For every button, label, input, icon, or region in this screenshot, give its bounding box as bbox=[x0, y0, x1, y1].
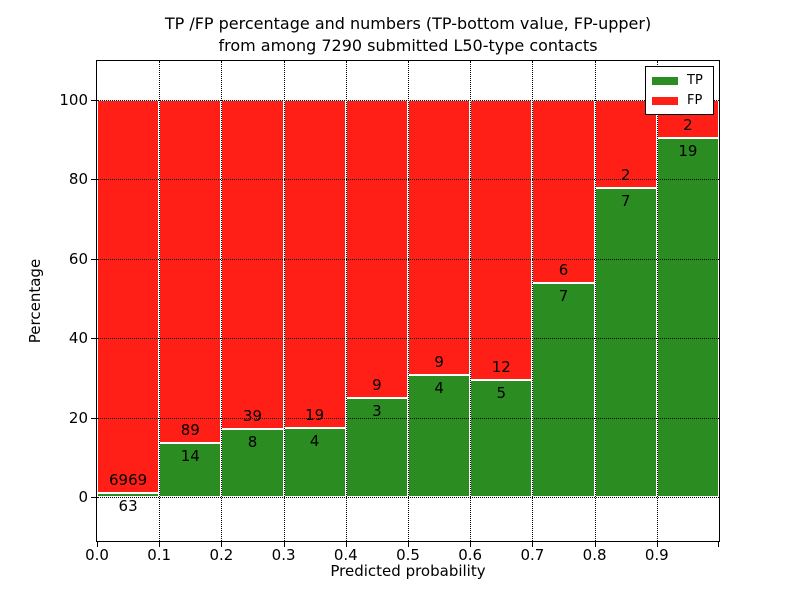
bar-label-tp-count: 7 bbox=[558, 287, 569, 306]
x-axis-tick bbox=[159, 542, 161, 547]
x-axis-tick bbox=[656, 542, 658, 547]
bar-segment-tp bbox=[594, 188, 657, 497]
bar-label-tp-count: 8 bbox=[247, 433, 258, 452]
bar-segment-tp bbox=[345, 397, 408, 497]
gridline-vertical bbox=[594, 61, 596, 541]
bar-segment-fp bbox=[159, 100, 222, 444]
bar-segment-tp bbox=[656, 137, 719, 497]
bar-label-tp-count: 63 bbox=[118, 497, 138, 516]
x-axis-tick bbox=[718, 542, 719, 547]
bar-label-fp-count: 39 bbox=[242, 407, 263, 426]
x-axis-tick bbox=[594, 542, 596, 547]
y-axis-tick bbox=[91, 417, 96, 419]
gridline-vertical bbox=[470, 61, 472, 541]
x-axis-tick bbox=[345, 542, 347, 547]
bar-segment-tp bbox=[159, 443, 222, 497]
y-tick-label: 20 bbox=[68, 408, 88, 427]
gridline-vertical bbox=[221, 61, 223, 541]
x-axis-tick bbox=[408, 542, 409, 547]
bar-label-tp-count: 19 bbox=[678, 141, 698, 160]
bar-label-fp-count: 9 bbox=[372, 375, 382, 394]
gridline-vertical bbox=[656, 61, 658, 541]
x-tick-label: 0.3 bbox=[271, 546, 296, 564]
bar-label-tp-count: 4 bbox=[309, 431, 320, 450]
x-axis-tick bbox=[97, 542, 98, 547]
bar-label-fp-count: 6969 bbox=[109, 471, 148, 490]
y-axis-tick bbox=[91, 100, 96, 101]
bar-segment-fp bbox=[283, 100, 346, 428]
bar-label-tp-count: 3 bbox=[372, 401, 382, 420]
x-tick-label: 0.2 bbox=[209, 546, 234, 564]
bar-label-fp-count: 2 bbox=[683, 115, 693, 134]
chart-title-line1: TP /FP percentage and numbers (TP-bottom… bbox=[164, 14, 652, 33]
bar-label-fp-count: 12 bbox=[491, 358, 511, 377]
y-tick-label: 60 bbox=[68, 249, 88, 268]
x-axis-label: Predicted probability bbox=[330, 562, 486, 580]
bar-segment-fp bbox=[470, 100, 533, 381]
y-tick-label: 100 bbox=[59, 91, 88, 109]
bar-label-tp-count: 5 bbox=[496, 384, 507, 403]
y-axis-tick bbox=[91, 497, 96, 498]
bar-label-fp-count: 89 bbox=[180, 421, 200, 440]
x-tick-label: 0.5 bbox=[396, 546, 420, 564]
y-axis-tick bbox=[91, 179, 96, 181]
gridline-vertical bbox=[532, 61, 534, 541]
legend-label-tp: TP bbox=[687, 72, 703, 88]
y-axis-label: Percentage bbox=[26, 258, 44, 344]
legend-label-fp: FP bbox=[687, 92, 703, 108]
x-tick-label: 0.0 bbox=[85, 546, 109, 564]
bar-segment-tp bbox=[532, 283, 595, 497]
bar-segment-tp bbox=[283, 427, 346, 497]
y-tick-label: 80 bbox=[68, 170, 88, 189]
bar-segment-tp bbox=[97, 493, 160, 497]
gridline-vertical bbox=[159, 61, 161, 541]
bar-label-fp-count: 6 bbox=[558, 261, 569, 280]
bar-label-tp-count: 14 bbox=[180, 447, 200, 466]
plot-area: 6969 63 89 14 39 8 19 4 9 3 9 4 12 5 6 7 2 7 2 19 bbox=[96, 60, 720, 542]
bar-label-tp-count: 7 bbox=[620, 192, 631, 211]
chart-title: TP /FP percentage and numbers (TP-bottom… bbox=[96, 13, 720, 57]
x-axis-tick bbox=[532, 542, 534, 547]
bar-label-fp-count: 2 bbox=[620, 166, 631, 185]
y-tick-label: 40 bbox=[68, 329, 88, 348]
chart-title-line2: from among 7290 submitted L50-type conta… bbox=[218, 36, 598, 55]
bar-segment-tp bbox=[470, 380, 533, 497]
x-tick-label: 0.7 bbox=[520, 546, 545, 564]
legend-swatch-fp-icon bbox=[652, 96, 678, 105]
legend: TP FP bbox=[645, 66, 714, 115]
bar-label-tp-count: 4 bbox=[434, 378, 444, 397]
bar-segment-fp bbox=[408, 100, 471, 375]
x-tick-label: 0.8 bbox=[582, 546, 607, 564]
y-axis-tick bbox=[91, 258, 96, 260]
bar-segment-fp bbox=[221, 100, 284, 430]
gridline-vertical bbox=[408, 61, 409, 541]
gridline-vertical bbox=[345, 61, 347, 541]
x-tick-label: 0.4 bbox=[333, 546, 358, 564]
bar-label-fp-count: 9 bbox=[434, 352, 444, 371]
x-tick-label: 0.1 bbox=[147, 546, 172, 564]
bar-segment-fp bbox=[532, 100, 595, 284]
x-axis-tick bbox=[470, 542, 472, 547]
x-tick-label: 0.9 bbox=[644, 546, 669, 564]
bar-label-fp-count: 19 bbox=[305, 405, 325, 424]
bar-segment-fp bbox=[97, 100, 160, 494]
x-tick-label: 0.6 bbox=[458, 546, 483, 564]
legend-entry-fp: FP bbox=[652, 93, 707, 109]
legend-swatch-tp-icon bbox=[652, 76, 678, 85]
y-tick-label: 0 bbox=[78, 488, 88, 506]
gridline-vertical bbox=[283, 61, 285, 541]
bar-segment-fp bbox=[345, 100, 408, 398]
x-axis-tick bbox=[221, 542, 223, 547]
y-axis-tick bbox=[91, 338, 96, 340]
legend-entry-tp: TP bbox=[652, 73, 707, 89]
x-axis-tick bbox=[283, 542, 285, 547]
